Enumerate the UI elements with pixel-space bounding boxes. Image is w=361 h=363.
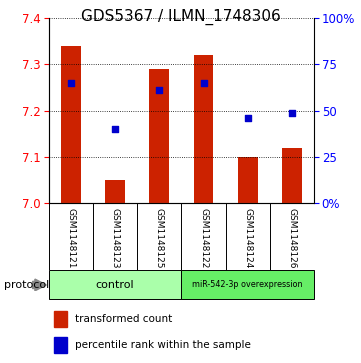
FancyArrow shape: [32, 279, 46, 291]
Text: GSM1148121: GSM1148121: [66, 208, 75, 269]
Bar: [49, 270, 182, 299]
Point: [289, 110, 295, 116]
Text: GSM1148125: GSM1148125: [155, 208, 164, 269]
Point: [245, 115, 251, 121]
Bar: [149, 69, 169, 203]
Bar: [193, 55, 213, 203]
Text: GSM1148122: GSM1148122: [199, 208, 208, 268]
Text: control: control: [96, 280, 134, 290]
Bar: [238, 157, 258, 203]
Bar: [282, 148, 302, 203]
Point: [156, 87, 162, 93]
Point: [68, 80, 74, 86]
Text: GSM1148124: GSM1148124: [243, 208, 252, 268]
Bar: [54, 311, 67, 327]
Text: transformed count: transformed count: [75, 314, 172, 324]
Bar: [61, 46, 81, 203]
Text: GSM1148123: GSM1148123: [110, 208, 119, 269]
Bar: [54, 337, 67, 352]
Bar: [105, 180, 125, 203]
Text: GDS5367 / ILMN_1748306: GDS5367 / ILMN_1748306: [81, 9, 280, 25]
Point: [201, 80, 206, 86]
Bar: [182, 270, 314, 299]
Text: GSM1148126: GSM1148126: [287, 208, 296, 269]
Text: percentile rank within the sample: percentile rank within the sample: [75, 340, 251, 350]
Text: protocol: protocol: [4, 280, 49, 290]
Text: miR-542-3p overexpression: miR-542-3p overexpression: [192, 281, 303, 289]
Point: [112, 126, 118, 132]
